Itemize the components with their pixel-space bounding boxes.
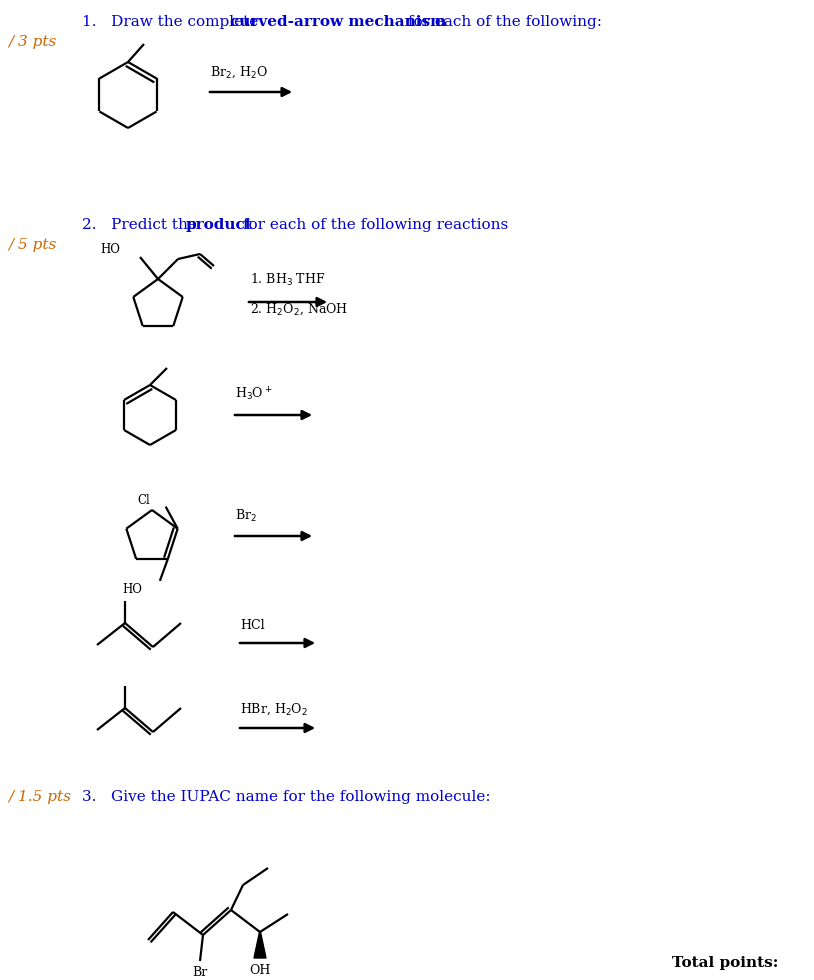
Text: 1.   Draw the complete: 1. Draw the complete	[82, 15, 263, 29]
Text: HO: HO	[100, 243, 120, 256]
Text: HCl: HCl	[240, 619, 265, 632]
Text: Br$_2$: Br$_2$	[235, 508, 257, 524]
Text: 2.   Predict the: 2. Predict the	[82, 218, 202, 232]
Text: / 3 pts: / 3 pts	[8, 35, 56, 49]
Text: Br: Br	[192, 966, 208, 979]
Text: H$_3$O$^+$: H$_3$O$^+$	[235, 385, 273, 403]
Text: HBr, H$_2$O$_2$: HBr, H$_2$O$_2$	[240, 702, 308, 717]
Text: HO: HO	[122, 583, 142, 596]
Text: / 1.5 pts: / 1.5 pts	[8, 790, 71, 804]
Text: 3.   Give the IUPAC name for the following molecule:: 3. Give the IUPAC name for the following…	[82, 790, 491, 804]
Text: Cl: Cl	[137, 494, 150, 507]
Text: 2. H$_2$O$_2$, NaOH: 2. H$_2$O$_2$, NaOH	[250, 302, 348, 318]
Text: Br$_2$, H$_2$O: Br$_2$, H$_2$O	[210, 65, 268, 80]
Text: 1. BH$_3$ THF: 1. BH$_3$ THF	[250, 271, 326, 288]
Text: for each of the following:: for each of the following:	[403, 15, 602, 29]
Text: curved-arrow mechanism: curved-arrow mechanism	[230, 15, 446, 29]
Text: for each of the following reactions: for each of the following reactions	[238, 218, 508, 232]
Text: OH: OH	[249, 964, 271, 977]
Polygon shape	[254, 932, 266, 958]
Text: product: product	[186, 218, 253, 232]
Text: Total points:: Total points:	[672, 956, 778, 970]
Text: / 5 pts: / 5 pts	[8, 238, 56, 252]
